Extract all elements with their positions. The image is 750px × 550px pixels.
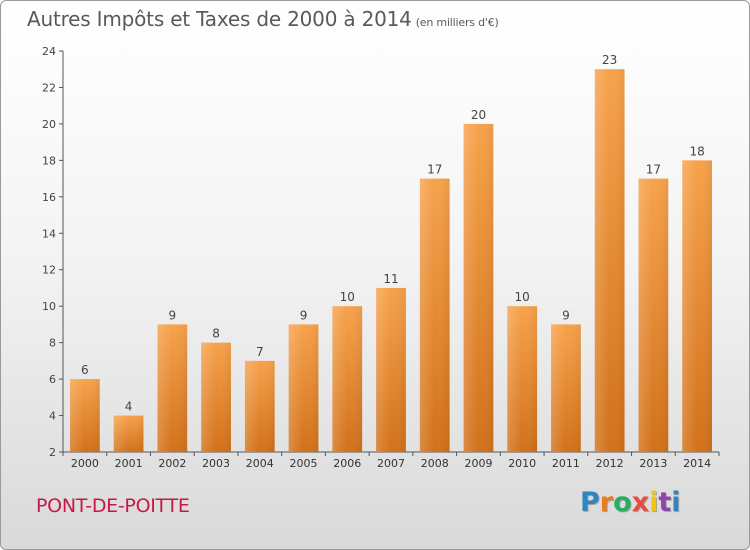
x-tick-label: 2002	[158, 457, 186, 470]
chart-data-labels: 6 4 9 8 7 9 10 11 17 20 10 9 23 17 18	[81, 53, 705, 413]
y-tick-label: 20	[42, 118, 56, 131]
bar-shading	[594, 69, 625, 453]
x-tick-label: 2006	[333, 457, 361, 470]
y-tick-label: 12	[42, 264, 56, 277]
bar-shading	[376, 287, 406, 452]
y-tick-label: 24	[42, 45, 56, 58]
y-tick-label: 16	[42, 191, 56, 204]
x-tick-label: 2014	[683, 457, 711, 470]
data-label: 17	[427, 163, 442, 177]
chart-title-text: Autres Impôts et Taxes de 2000 à 2014	[27, 7, 412, 31]
x-tick-label: 2005	[290, 457, 318, 470]
data-label: 11	[383, 272, 398, 286]
x-tick-label: 2012	[596, 457, 624, 470]
y-tick-label: 14	[42, 227, 56, 240]
data-label: 6	[81, 363, 89, 377]
commune-name: PONT-DE-POITTE	[36, 495, 190, 517]
y-tick-label: 22	[42, 81, 56, 94]
bar-shading	[157, 324, 188, 452]
logo-letter: r	[599, 487, 614, 518]
data-label: 8	[212, 327, 220, 341]
x-tick-label: 2001	[115, 457, 143, 470]
bar-shading	[244, 360, 275, 452]
bar-shading	[69, 379, 100, 452]
data-label: 10	[340, 290, 355, 304]
logo-letter: o	[613, 487, 632, 518]
data-label: 9	[562, 308, 570, 322]
x-tick-label: 2013	[639, 457, 667, 470]
y-tick-label: 10	[42, 300, 56, 313]
y-tick-label: 4	[49, 410, 56, 423]
data-label: 18	[689, 144, 704, 158]
bar-shading	[507, 306, 538, 452]
x-tick-label: 2007	[377, 457, 405, 470]
data-label: 9	[300, 308, 308, 322]
x-tick-label: 2004	[246, 457, 274, 470]
x-tick-label: 2000	[71, 457, 99, 470]
proxiti-logo: Proxiti	[580, 487, 681, 518]
data-label: 7	[256, 345, 264, 359]
data-label: 17	[646, 163, 661, 177]
bar-shading	[332, 306, 363, 452]
logo-letter: x	[631, 487, 650, 518]
data-label: 9	[169, 308, 177, 322]
x-tick-label: 2010	[508, 457, 536, 470]
data-label: 23	[602, 53, 617, 67]
chart-subtitle: (en milliers d'€)	[415, 16, 499, 29]
y-tick-label: 6	[49, 373, 56, 386]
logo-letter: t	[658, 487, 672, 518]
chart-title: Autres Impôts et Taxes de 2000 à 2014 (en…	[27, 7, 499, 31]
bar-shading	[419, 178, 450, 452]
y-tick-label: 18	[42, 154, 56, 167]
x-tick-label: 2003	[202, 457, 230, 470]
bar-shading	[638, 178, 669, 452]
x-tick-label: 2009	[464, 457, 492, 470]
data-label: 4	[125, 400, 133, 414]
chart-bars	[69, 69, 713, 453]
logo-letter: P	[580, 487, 600, 518]
bar-shading	[551, 324, 581, 452]
x-tick-label: 2011	[552, 457, 580, 470]
data-label: 20	[471, 108, 486, 122]
logo-letter: i	[649, 487, 659, 518]
bar-shading	[201, 342, 231, 452]
y-tick-label: 8	[49, 337, 56, 350]
y-tick-label: 2	[49, 446, 56, 459]
bar-shading	[682, 160, 713, 452]
bar-shading	[113, 415, 144, 452]
bar-shading	[288, 324, 319, 452]
logo-letter: i	[671, 487, 681, 518]
bar-shading	[463, 123, 494, 452]
data-label: 10	[515, 290, 530, 304]
x-tick-label: 2008	[421, 457, 449, 470]
